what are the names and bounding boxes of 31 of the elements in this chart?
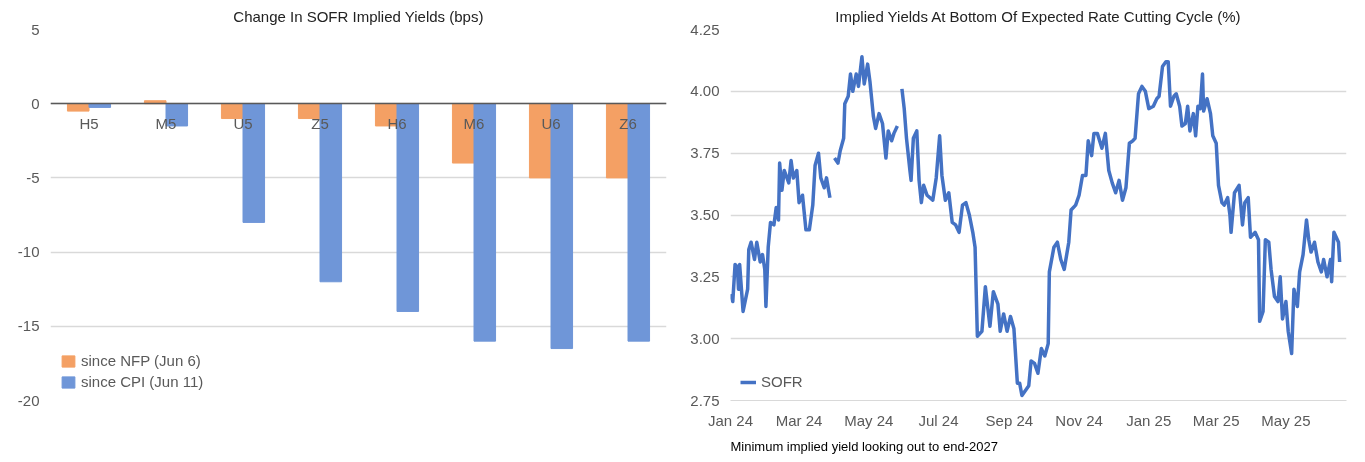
y-tick-label: 0: [31, 94, 40, 112]
x-tick-label: Sep 24: [985, 411, 1034, 429]
chart-title: Implied Yields At Bottom Of Expected Rate Cutting Cycle (%): [835, 7, 1241, 25]
y-tick-label: 3.00: [690, 329, 720, 347]
x-tick-label: Mar 25: [1192, 411, 1240, 429]
x-tick-label: Jul 24: [918, 411, 959, 429]
y-tick-label: 3.25: [690, 267, 720, 285]
y-tick-label: -10: [17, 243, 40, 261]
y-tick-label: -20: [17, 391, 40, 409]
y-tick-label: 4.00: [690, 82, 720, 100]
legend-label: since NFP (Jun 6): [81, 352, 201, 369]
y-tick-label: 5: [31, 20, 40, 38]
y-tick-label: -15: [17, 317, 40, 335]
x-tick-label: Nov 24: [1055, 411, 1103, 429]
x-tick-label: May 24: [844, 411, 894, 429]
x-tick-label: Jan 24: [707, 411, 754, 429]
text: Minimum implied yield looking out to end-2027: [730, 438, 998, 454]
x-tick-label: H5: [79, 114, 99, 132]
y-tick-label: 3.50: [690, 206, 720, 223]
x-tick-label: Z6: [619, 114, 637, 132]
x-tick-label: M5: [155, 114, 177, 132]
x-tick-label: Mar 24: [775, 411, 823, 429]
x-tick-label: Jan 25: [1126, 411, 1172, 429]
y-tick-label: 2.75: [690, 391, 720, 409]
legend-label: since CPI (Jun 11): [81, 373, 204, 390]
y-tick-label: -5: [26, 168, 40, 186]
x-tick-label: May 25: [1261, 411, 1311, 429]
legend-label: SOFR: [761, 373, 803, 390]
chart-title: Change In SOFR Implied Yields (bps): [233, 7, 484, 25]
y-tick-label: 3.75: [690, 144, 720, 162]
y-tick-label: 4.25: [690, 20, 720, 38]
